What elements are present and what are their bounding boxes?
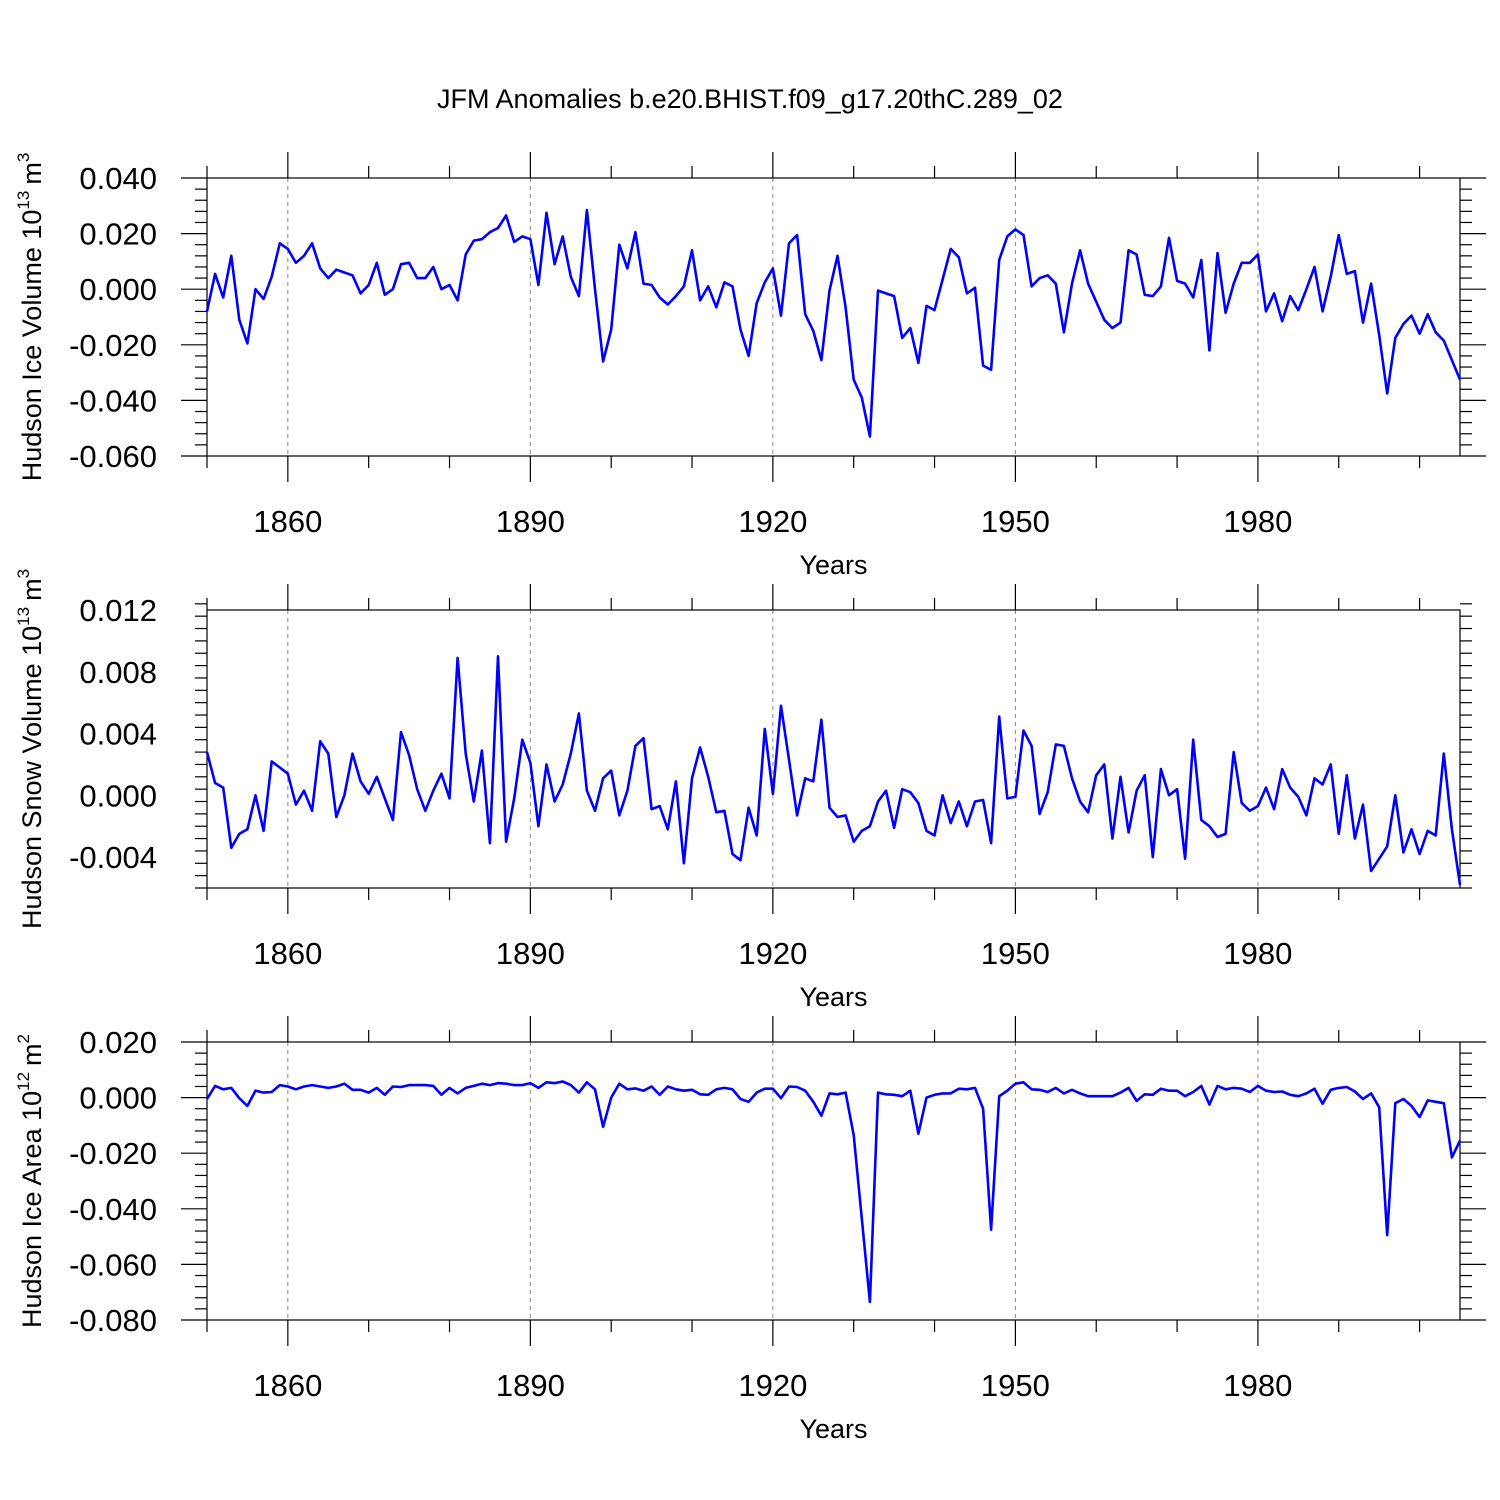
x-axis-title: Years — [799, 550, 867, 580]
y-tick-label: 0.020 — [79, 1025, 157, 1060]
x-tick-label: 1980 — [1223, 504, 1292, 539]
x-tick-label: 1950 — [981, 1368, 1050, 1403]
y-axis-title-unit-exp: 12 — [14, 1072, 33, 1091]
y-tick-label: 0.000 — [79, 1081, 157, 1116]
y-axis-title: Hudson Ice Area 1012 m2 — [14, 1034, 47, 1328]
ice-volume-series-line — [205, 208, 1462, 438]
snow-volume-series-line — [205, 654, 1462, 886]
y-tick-label: -0.020 — [69, 328, 157, 363]
y-axis-title-unit-m: m — [17, 1043, 47, 1066]
y-tick-label: -0.060 — [69, 439, 157, 474]
y-axis-title-unit-m: m — [17, 162, 47, 185]
y-tick-label: -0.040 — [69, 1192, 157, 1227]
x-tick-label: 1980 — [1223, 936, 1292, 971]
y-axis-title-unit-base: 10 — [17, 210, 47, 240]
x-tick-label: 1920 — [738, 504, 807, 539]
y-tick-label: -0.020 — [69, 1136, 157, 1171]
plot-frame — [206, 177, 1461, 457]
chart-title: JFM Anomalies b.e20.BHIST.f09_g17.20thC.… — [437, 84, 1063, 114]
y-tick-label: -0.060 — [69, 1247, 157, 1282]
y-axis-title: Hudson Ice Volume 1013 m3 — [14, 153, 47, 482]
x-axis-title: Years — [799, 982, 867, 1012]
x-tick-label: 1890 — [496, 504, 565, 539]
x-tick-label: 1920 — [738, 936, 807, 971]
x-tick-label: 1860 — [253, 1368, 322, 1403]
x-tick-label: 1890 — [496, 1368, 565, 1403]
y-tick-label: -0.040 — [69, 383, 157, 418]
y-axis-title-unit-exp: 13 — [14, 191, 33, 210]
y-tick-label: 0.020 — [79, 217, 157, 252]
y-axis-title-unit-exp: 13 — [14, 607, 33, 626]
plot-frame — [206, 609, 1461, 889]
x-tick-label: 1950 — [981, 504, 1050, 539]
y-tick-label: 0.000 — [79, 272, 157, 307]
y-axis-title-label: Hudson Ice Area — [17, 1121, 47, 1328]
y-axis-title-label: Hudson Ice Volume — [17, 240, 47, 482]
x-tick-label: 1920 — [738, 1368, 807, 1403]
y-axis-title-unit-base: 10 — [17, 626, 47, 656]
x-tick-label: 1950 — [981, 936, 1050, 971]
x-tick-label: 1860 — [253, 936, 322, 971]
y-axis-title-label: Hudson Snow Volume — [17, 656, 47, 929]
y-axis-title: Hudson Snow Volume 1013 m3 — [14, 569, 47, 929]
plot-frame — [206, 1041, 1461, 1321]
y-axis-title-unit-m-exp: 2 — [14, 1034, 33, 1043]
snow-volume-panel: 1860 1890 1920 1950 1980 -0.004 0.000 0.004 0.00… — [14, 569, 1472, 1012]
x-tick-label: 1980 — [1223, 1368, 1292, 1403]
y-tick-label: 0.000 — [79, 778, 157, 813]
y-axis-title-unit-m: m — [17, 578, 47, 601]
y-axis-title-unit-m-exp: 3 — [14, 569, 33, 578]
y-tick-label: 0.008 — [79, 655, 157, 690]
ice-area-series-line — [205, 1080, 1462, 1304]
ice-area-panel: 1860 1890 1920 1950 1980 -0.080 -0.060 -0.040 -0… — [14, 1016, 1486, 1444]
y-tick-label: 0.040 — [79, 161, 157, 196]
y-tick-label: 0.004 — [79, 717, 157, 752]
y-axis-title-unit-m-exp: 3 — [14, 153, 33, 162]
y-axis-title-unit-base: 10 — [17, 1091, 47, 1121]
x-tick-label: 1890 — [496, 936, 565, 971]
y-tick-label: -0.004 — [69, 840, 157, 875]
y-tick-label: -0.080 — [69, 1303, 157, 1338]
y-tick-label: 0.012 — [79, 593, 157, 628]
x-tick-label: 1860 — [253, 504, 322, 539]
x-axis-title: Years — [799, 1414, 867, 1444]
ice-volume-panel: 1860 1890 1920 1950 1980 -0.060 -0.040 -0.020 0.… — [14, 152, 1486, 580]
